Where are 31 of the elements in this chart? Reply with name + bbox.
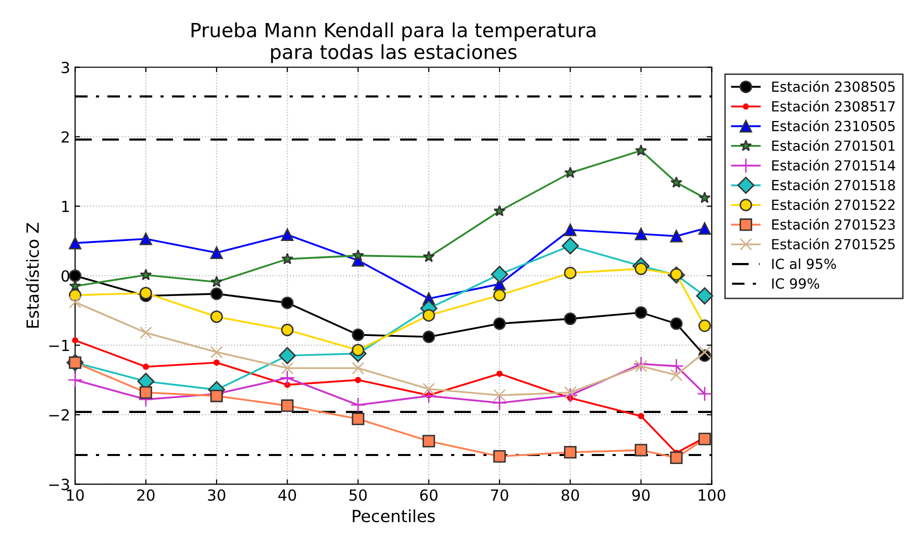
y-tick-label: −1 — [49, 340, 69, 352]
x-tick-label: 80 — [562, 489, 579, 501]
x-axis-title: Pecentiles — [352, 509, 435, 522]
legend-label: IC 99% — [772, 278, 820, 289]
legend-label: Estación 2701522 — [772, 198, 895, 210]
x-tick-label: 40 — [278, 489, 296, 501]
legend-label: IC al 95% — [772, 258, 836, 270]
legend-label: Estación 2701501 — [772, 140, 895, 151]
legend-label: Estación 2701525 — [772, 238, 895, 250]
x-tick-label: 30 — [208, 489, 226, 501]
x-tick-label: 70 — [491, 489, 508, 501]
y-tick-label: 2 — [62, 131, 69, 143]
y-tick-label: 1 — [62, 200, 69, 212]
x-tick-label: 50 — [350, 489, 367, 501]
y-tick-label: 3 — [62, 62, 70, 74]
x-tick-label: 60 — [420, 489, 438, 501]
x-tick-label: 100 — [698, 489, 726, 501]
legend-label: Estación 2701523 — [772, 218, 895, 230]
legend-label: Estación 2310505 — [772, 120, 895, 132]
chart-title: Prueba Mann Kendall para la temperatura para todas las estaciones — [192, 22, 596, 63]
legend-label: Estación 2701514 — [772, 159, 896, 171]
x-tick-label: 90 — [632, 489, 650, 501]
legend-label: Estación 2701518 — [772, 179, 895, 190]
y-axis-title: Estadístico Z — [25, 222, 39, 328]
y-tick-label: −2 — [49, 409, 69, 421]
y-tick-label: 0 — [62, 270, 70, 282]
x-tick-label: 20 — [137, 489, 155, 501]
y-tick-label: −3 — [49, 478, 70, 490]
x-tick-label: 10 — [67, 489, 84, 501]
legend-label: Estación 2308517 — [772, 100, 895, 112]
legend-label: Estación 2308505 — [772, 80, 895, 92]
